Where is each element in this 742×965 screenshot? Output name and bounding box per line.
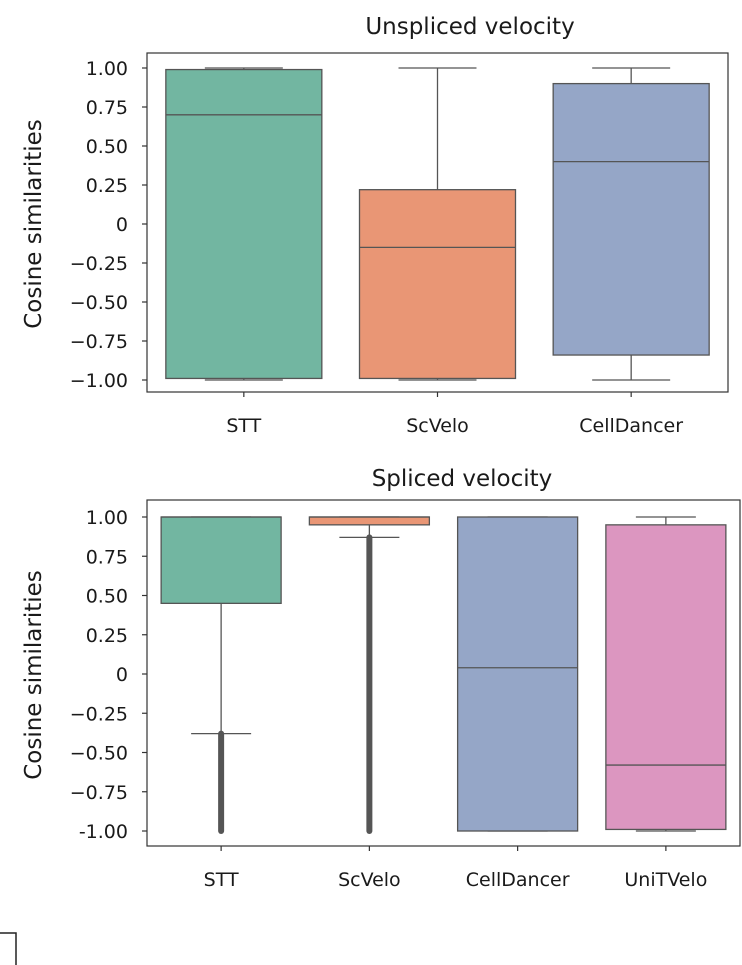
- iqr-box: [456, 516, 579, 832]
- y-axis-label: Cosine similarities: [21, 570, 47, 780]
- iqr-box: [358, 189, 517, 380]
- box-stt: [160, 516, 282, 834]
- x-tick-label: UniTVelo: [624, 869, 707, 891]
- iqr-box: [552, 82, 710, 356]
- y-ticks: 1.00 0.75 0.50 0.25 0 −0.25 −0.50 −0.75 −1.00: [70, 58, 147, 392]
- y-tick-label: 0.25: [86, 625, 128, 647]
- y-tick-label: −0.25: [70, 703, 128, 725]
- y-tick-label: 0: [116, 664, 128, 686]
- plot-frame: [146, 499, 741, 847]
- y-tick-label: −0.50: [70, 743, 128, 765]
- y-tick-label: 0.50: [86, 136, 128, 158]
- y-axis-label: Cosine similarities: [21, 119, 47, 329]
- boxes: [160, 516, 727, 834]
- box-unitvelo: [605, 516, 727, 832]
- x-tick-label: CellDancer: [579, 415, 683, 437]
- y-tick-label: -1.00: [79, 821, 128, 843]
- iqr-box: [160, 516, 282, 604]
- x-tick-label: CellDancer: [466, 869, 570, 891]
- y-ticks: 1.00 0.75 0.50 0.25 0 −0.25 −0.50 −0.75 -1.00: [70, 507, 147, 843]
- box-celldancer: [552, 67, 710, 381]
- y-tick-label: −0.75: [70, 782, 128, 804]
- y-tick-label: −0.25: [70, 253, 128, 275]
- crop-mark: [0, 932, 17, 965]
- chart-title: Spliced velocity: [372, 466, 553, 492]
- x-tick-label: ScVelo: [406, 415, 469, 437]
- y-tick-label: 0.25: [86, 175, 128, 197]
- y-tick-label: 0.75: [86, 97, 128, 119]
- y-tick-label: −0.75: [70, 331, 128, 353]
- iqr-box: [308, 516, 431, 526]
- y-tick-label: 0: [116, 214, 128, 236]
- y-tick-label: 0.50: [86, 586, 128, 608]
- unspliced-velocity-panel: Unspliced velocity Cosine similarities 1…: [21, 14, 729, 437]
- y-tick-label: 1.00: [86, 58, 128, 80]
- chart-title: Unspliced velocity: [365, 14, 574, 40]
- spliced-velocity-panel: Spliced velocity Cosine similarities 1.0…: [21, 466, 741, 891]
- box-stt: [165, 67, 323, 381]
- x-ticks: STT ScVelo CellDancer: [226, 392, 683, 437]
- y-tick-label: 1.00: [86, 507, 128, 529]
- box-scvelo: [358, 67, 517, 381]
- y-tick-label: −1.00: [70, 370, 128, 392]
- box-scvelo: [308, 516, 431, 834]
- x-tick-label: ScVelo: [338, 869, 401, 891]
- boxes: [165, 67, 710, 381]
- box-celldancer: [456, 516, 579, 832]
- iqr-box: [605, 524, 727, 831]
- iqr-box: [165, 68, 323, 380]
- y-tick-label: 0.75: [86, 546, 128, 568]
- y-tick-label: −0.50: [70, 292, 128, 314]
- x-tick-label: STT: [226, 415, 261, 437]
- x-ticks: STT ScVelo CellDancer UniTVelo: [204, 846, 707, 891]
- x-tick-label: STT: [204, 869, 239, 891]
